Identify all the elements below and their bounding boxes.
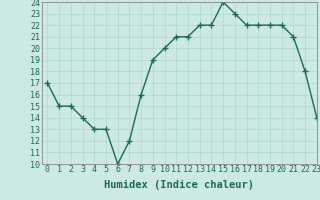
X-axis label: Humidex (Indice chaleur): Humidex (Indice chaleur)	[104, 180, 254, 190]
